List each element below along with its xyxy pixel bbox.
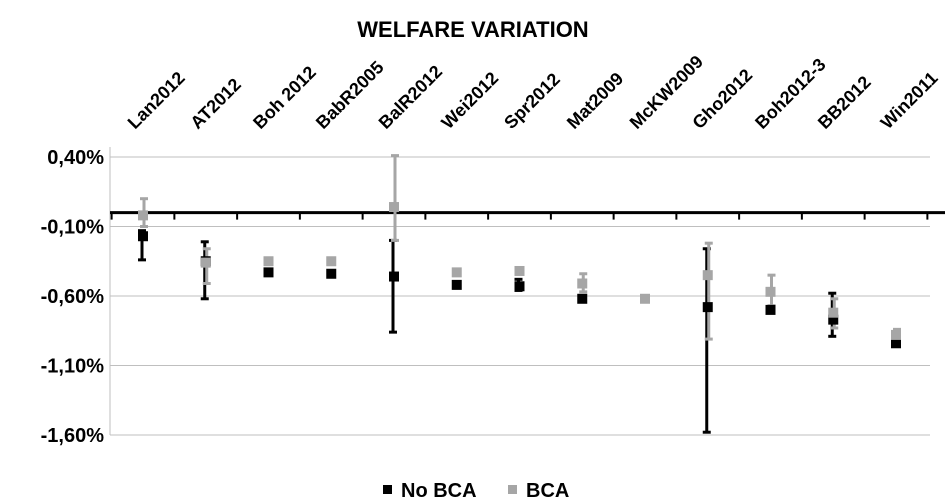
error-bars [138,154,901,434]
y-axis-tick-labels: 0,40% -0,10% -0,60% -1,10% -1,60% [41,147,105,447]
marker-no-bca [326,268,337,279]
marker-bca [451,267,462,278]
marker-no-bca [451,279,462,290]
y-tick-label: 0,40% [47,147,104,169]
chart-title: WELFARE VARIATION [357,17,588,42]
marker-bca [389,202,399,213]
category-label: Spr2012 [500,69,564,133]
marker-no-bca [828,314,839,325]
marker-bca [828,307,839,318]
marker-bca [702,270,713,281]
marker-bca [891,329,901,340]
category-label: BB2012 [814,72,875,133]
category-label: Win2011 [877,68,942,133]
legend-swatch [383,485,392,494]
category-label: AT2012 [186,74,244,132]
marker-no-bca [263,267,274,278]
marker-bca [514,265,525,276]
marker-bca [200,257,211,268]
marker-no-bca [891,338,901,349]
y-tick-label: -1,60% [41,425,105,447]
category-label: Gho2012 [688,65,756,133]
gridlines [109,147,930,436]
category-label: Mat2009 [563,68,627,132]
legend-swatch [508,485,517,494]
y-tick-label: -0,60% [41,286,105,308]
marker-no-bca [765,304,776,315]
legend-label: No BCA [401,480,477,502]
legend: No BCA BCA [383,480,569,502]
data-markers [138,202,901,349]
marker-bca [326,256,337,267]
marker-bca [577,278,588,289]
marker-no-bca [702,302,713,313]
legend-label: BCA [526,480,569,502]
category-label: Wei2012 [437,68,502,133]
marker-no-bca [514,281,525,292]
y-tick-label: -1,10% [41,356,105,378]
marker-no-bca [389,271,399,282]
x-axis [110,211,945,220]
marker-bca [263,256,274,267]
category-label: Lan2012 [124,68,189,133]
category-label: Boh 2012 [249,62,320,133]
marker-bca [765,286,776,297]
marker-no-bca [577,293,588,304]
marker-no-bca [138,231,148,242]
y-tick-label: -0,10% [41,217,105,239]
marker-bca [138,210,148,221]
marker-bca [640,293,650,304]
